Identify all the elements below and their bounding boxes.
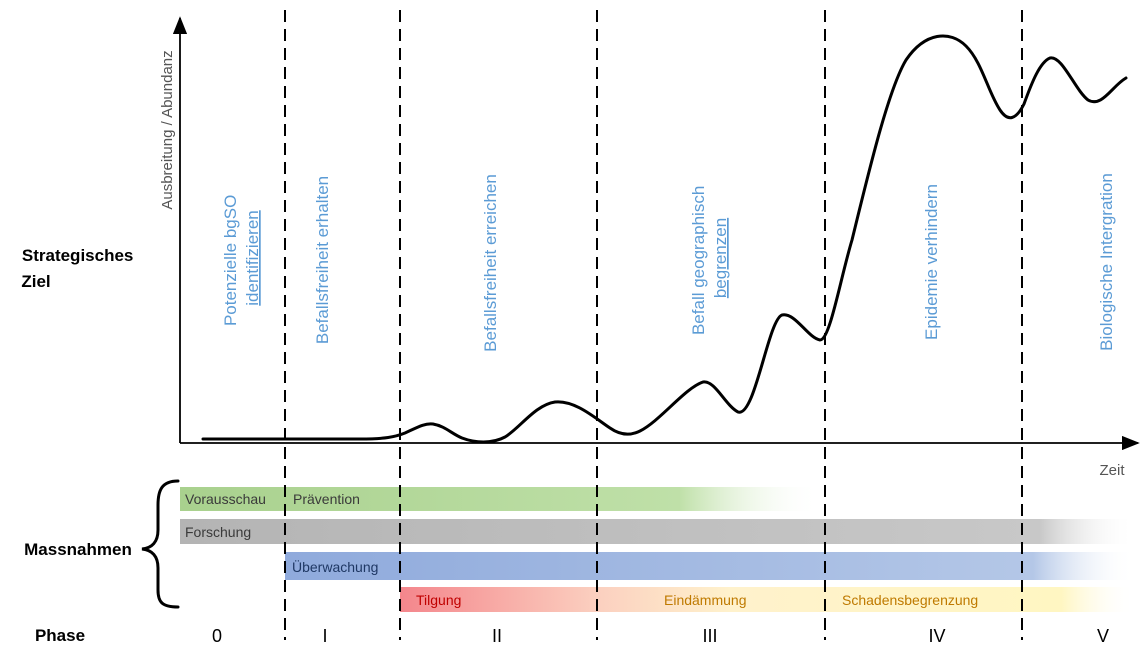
vorausschau-label: Vorausschau xyxy=(185,491,266,507)
strategic-goal-label: Strategisches Ziel xyxy=(21,246,138,291)
goal-befall-geographisch: Befall geographisch begrenzen xyxy=(689,181,730,335)
goal-befallsfreiheit-erreichen: Befallsfreiheit erreichen xyxy=(481,174,500,352)
forschung-bar xyxy=(180,519,1135,544)
forschung-label: Forschung xyxy=(185,524,251,540)
goal-3-line-1: Befall geographisch xyxy=(689,186,708,335)
praevention-bar xyxy=(180,487,820,511)
phase-label: Phase xyxy=(35,626,85,645)
goal-0-line-2: identifizieren xyxy=(243,210,262,305)
phase-II: II xyxy=(492,626,502,646)
phase-IV: IV xyxy=(928,626,945,646)
goal-0-line-1: Potenzielle bgSO xyxy=(221,195,240,326)
goal-potenzielle-bgso: Potenzielle bgSO identifizieren xyxy=(221,190,262,326)
ueberwachung-bar xyxy=(285,552,1135,580)
x-axis-label: Zeit xyxy=(1099,462,1125,479)
goal-biologische-integration: Biologische Intergration xyxy=(1097,173,1116,351)
phase-I: I xyxy=(322,626,327,646)
phase-V: V xyxy=(1097,626,1109,646)
schadensbegrenzung-label: Schadensbegrenzung xyxy=(842,592,978,608)
y-axis-label: Ausbreitung / Abundanz xyxy=(159,50,176,209)
phase-III: III xyxy=(702,626,717,646)
strategic-goal-label-line-1: Strategisches xyxy=(22,246,134,265)
goal-epidemie-verhindern: Epidemie verhindern xyxy=(922,184,941,340)
ueberwachung-label: Überwachung xyxy=(292,558,378,575)
phase-0: 0 xyxy=(212,626,222,646)
measures-label: Massnahmen xyxy=(24,540,132,559)
goal-befallsfreiheit-erhalten: Befallsfreiheit erhalten xyxy=(313,176,332,344)
goal-3-line-2: begrenzen xyxy=(711,218,730,298)
abundance-curve xyxy=(201,34,1128,444)
tilgung-label: Tilgung xyxy=(416,592,461,608)
tilgung-eindaemmung-schadensbegrenzung-bar xyxy=(400,587,1135,612)
praevention-label: Prävention xyxy=(293,491,360,507)
phase-dividers xyxy=(284,10,1023,640)
strategic-goal-label-line-2: Ziel xyxy=(21,272,50,291)
eindaemmung-label: Eindämmung xyxy=(664,592,747,608)
measures-brace xyxy=(141,479,180,609)
